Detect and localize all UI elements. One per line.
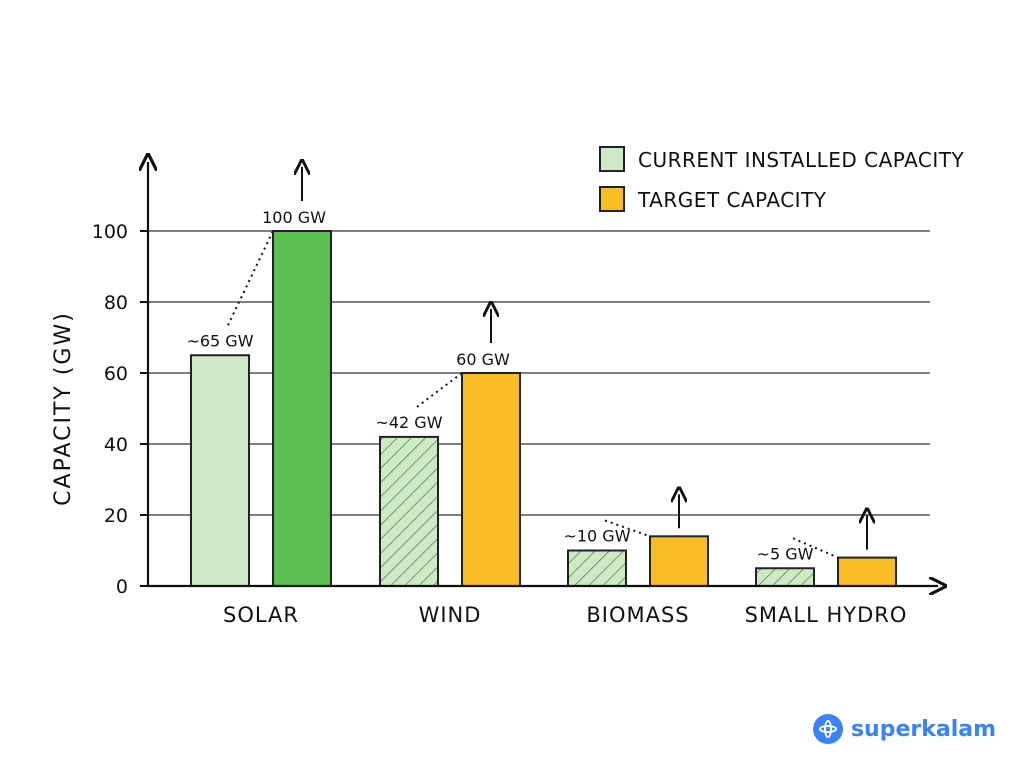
legend: CURRENT INSTALLED CAPACITY TARGET CAPACI… xyxy=(599,146,964,212)
y-tick-label-80: 80 xyxy=(104,292,128,314)
brand-name: superkalam xyxy=(850,716,996,742)
data-label-current-small-hydro: ~5 GW xyxy=(757,544,814,563)
connector-small-hydro xyxy=(792,537,839,559)
bar-target-biomass xyxy=(649,535,709,587)
axes xyxy=(140,162,938,586)
y-tick-label-100: 100 xyxy=(92,221,128,243)
brand-logo: superkalam xyxy=(812,714,996,744)
atom-icon xyxy=(812,714,843,744)
data-label-target-wind: 60 GW xyxy=(456,350,510,369)
y-tick-label-0: 0 xyxy=(116,576,128,598)
bar-target-wind xyxy=(461,372,521,587)
connector-wind xyxy=(416,372,463,408)
grid-lines xyxy=(148,230,930,516)
data-label-current-wind: ~42 GW xyxy=(375,413,442,432)
bar-target-solar xyxy=(272,230,332,587)
x-tick-label-small-hydro: SMALL HYDRO xyxy=(745,603,908,627)
connector-biomass xyxy=(604,519,651,538)
bar-current-solar xyxy=(190,354,250,587)
data-label-current-biomass: ~10 GW xyxy=(563,527,630,546)
legend-swatch-target xyxy=(599,186,625,212)
connector-solar xyxy=(227,230,274,326)
legend-label-target: TARGET CAPACITY xyxy=(637,188,827,212)
data-label-current-solar: ~65 GW xyxy=(186,331,253,350)
y-tick-label-40: 40 xyxy=(104,434,128,456)
bar-current-wind xyxy=(379,435,439,587)
bar-current-biomass xyxy=(567,549,627,587)
x-tick-label-solar: SOLAR xyxy=(223,603,299,627)
y-axis-label: CAPACITY (GW) xyxy=(51,311,76,506)
x-tick-label-biomass: BIOMASS xyxy=(586,603,689,627)
bars xyxy=(190,230,897,587)
legend-label-current: CURRENT INSTALLED CAPACITY xyxy=(638,148,964,172)
x-tick-label-wind: WIND xyxy=(419,603,482,627)
y-tick-label-60: 60 xyxy=(104,363,128,385)
bar-target-small-hydro xyxy=(837,556,897,587)
bar-current-small-hydro xyxy=(755,567,815,587)
labels: 0 20 40 60 80 100 ~65 GW 100 GW SOLAR ~42 GW 60 GW… xyxy=(92,167,908,627)
data-label-target-solar: 100 GW xyxy=(262,208,326,227)
legend-swatch-current xyxy=(599,146,625,172)
y-tick-label-20: 20 xyxy=(104,505,128,527)
